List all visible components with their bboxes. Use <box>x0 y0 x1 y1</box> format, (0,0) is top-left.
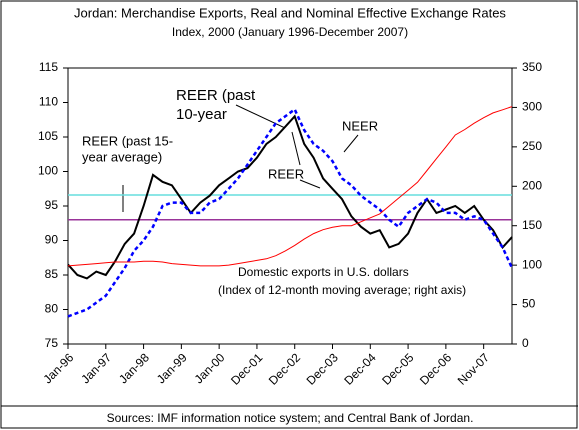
y-tick-label: 100 <box>38 164 58 178</box>
plot-area <box>67 67 513 345</box>
y-tick-label: 105 <box>38 129 58 143</box>
arrows <box>122 104 359 212</box>
annotation: (Index of 12-month moving average; right… <box>218 283 466 297</box>
series-line <box>67 107 514 318</box>
annotation: REER (past 15- <box>82 133 173 148</box>
y2-tick-label: 0 <box>522 336 529 350</box>
y2-tick-label: 350 <box>522 60 542 74</box>
x-tick-label: Jan-99 <box>154 350 190 386</box>
series-line <box>67 106 513 267</box>
x-tick-label: Dec-04 <box>341 350 378 387</box>
y-tick-label: 85 <box>45 267 59 281</box>
x-tick-label: Jan-98 <box>116 350 152 386</box>
y2-tick-label: 300 <box>522 100 542 114</box>
y-tick-label: 115 <box>39 60 58 74</box>
x-tick-label: Jan-00 <box>192 350 228 386</box>
annotation: year average) <box>82 149 162 164</box>
x-tick-label: Dec-06 <box>417 350 454 387</box>
chart-title: Jordan: Merchandise Exports, Real and No… <box>74 5 506 20</box>
y-tick-label: 90 <box>45 233 59 247</box>
y2-tick-label: 200 <box>522 178 542 192</box>
x-tick-label: Dec-05 <box>379 350 416 387</box>
series-line <box>67 114 513 280</box>
y-tick-label: 80 <box>45 302 59 316</box>
y2-tick-label: 50 <box>522 297 536 311</box>
y-tick-label: 110 <box>39 95 58 109</box>
x-tick-label: Nov-07 <box>455 350 492 387</box>
y-tick-label: 75 <box>45 336 59 350</box>
y2-tick-label: 100 <box>522 257 542 271</box>
annotation: REER <box>268 166 304 181</box>
x-tick-label: Jan-96 <box>41 350 77 386</box>
annotation: Domestic exports in U.S. dollars <box>238 265 409 279</box>
annotation: 10-year <box>176 106 227 123</box>
chart-subtitle: Index, 2000 (January 1996-December 2007) <box>172 25 408 39</box>
y2-tick-label: 150 <box>522 218 542 232</box>
source: Sources: IMF information notice system; … <box>107 411 474 425</box>
x-tick-label: Dec-01 <box>228 350 265 387</box>
annotation: REER (past <box>176 87 256 104</box>
x-tick-label: Dec-02 <box>266 350 303 387</box>
y2-tick-label: 250 <box>522 139 542 153</box>
annotation: NEER <box>342 118 378 133</box>
x-tick-label: Jan-97 <box>78 350 114 386</box>
x-tick-label: Dec-03 <box>304 350 341 387</box>
y-tick-label: 95 <box>45 198 59 212</box>
